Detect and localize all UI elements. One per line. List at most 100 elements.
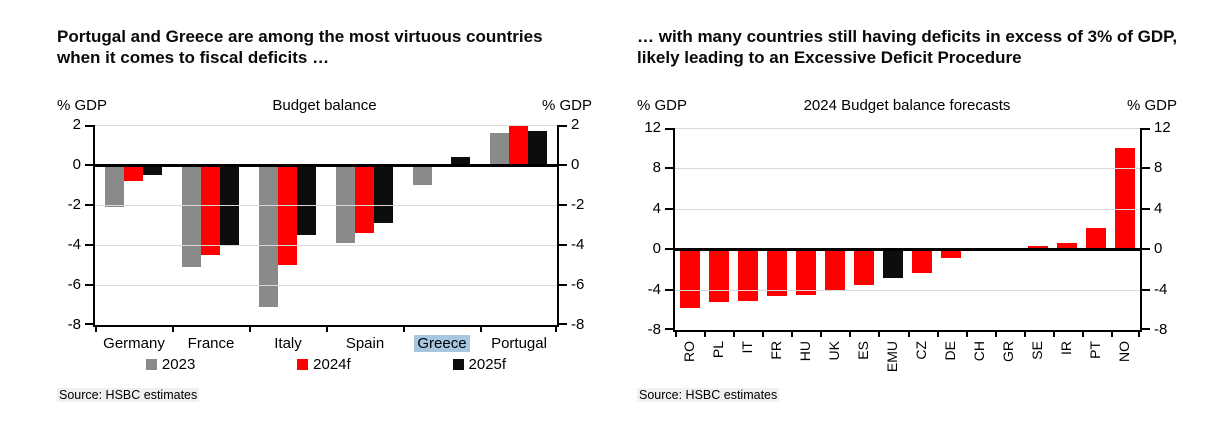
x-axis-tick [555,325,557,332]
legend-label-2024f: 2024f [313,356,351,373]
left-chart-header: % GDP Budget balance % GDP [57,97,592,114]
category-label-NO: NO [1116,341,1132,362]
y-tick-right [1142,208,1150,210]
left-panel-heading: Portugal and Greece are among the most v… [57,27,543,67]
bar-DE [941,249,961,258]
y-tick-left [665,289,673,291]
category-label-text: Italy [274,335,302,352]
category-label-IT: IT [739,341,755,354]
y-tick-right [559,164,567,166]
category-label-Portugal: Portugal [474,335,564,352]
x-axis-tick [995,330,997,337]
legend-label-2025f: 2025f [468,356,507,373]
category-label-text: France [187,335,235,352]
y-tick-right [559,284,567,286]
category-label-France: France [166,335,256,352]
category-label-ES: ES [855,341,871,360]
y-tick-right [1142,328,1150,330]
category-label-CZ: CZ [913,341,929,360]
bar-PL [709,249,729,302]
y-axis-label-right: -4 [571,236,585,253]
bar-ES [854,249,874,285]
gridline-12 [675,128,1140,129]
x-axis-tick [249,325,251,332]
y-axis-label-left: 0 [72,156,81,173]
bar-France-2024f [201,165,220,255]
category-label-DE: DE [942,341,958,361]
y-axis-label-right: -8 [571,316,585,333]
right-chart-left-axis-unit: % GDP [637,97,688,114]
y-tick-left [85,125,93,127]
bar-Greece-2023 [413,165,432,185]
category-label-text: Portugal [491,335,547,352]
bar-Spain-2023 [336,165,355,243]
bar-France-2023 [182,165,201,267]
y-axis-label-left: -6 [67,276,81,293]
y-tick-left [665,328,673,330]
left-source: Source: HSBC estimates [57,387,200,403]
y-axis-label-right: 8 [1154,159,1163,176]
bar-HU [796,249,816,295]
category-label-PL: PL [710,341,726,359]
x-axis-tick [937,330,939,337]
y-tick-left [85,284,93,286]
y-axis-label-left: -8 [67,316,81,333]
x-axis-tick [820,330,822,337]
y-axis-label-right: 0 [571,156,580,173]
x-axis-tick [1082,330,1084,337]
y-axis-label-left: -4 [647,281,661,298]
y-axis-label-right: 0 [1154,240,1163,257]
y-axis-label-left: 8 [652,159,661,176]
x-axis-tick [849,330,851,337]
y-tick-right [1142,167,1150,169]
y-tick-left [85,244,93,246]
y-axis-label-right: -8 [1154,321,1168,338]
y-axis-label-left: -4 [67,236,81,253]
category-label-SE: SE [1029,341,1045,360]
category-label-text: Spain [345,335,385,352]
bar-Portugal-2023 [490,133,509,165]
category-label-GR: GR [1000,341,1016,362]
right-panel-heading: … with many countries still having defic… [637,27,1178,67]
x-axis-tick [675,330,677,337]
bar-FR [767,249,787,296]
x-axis-tick [480,325,482,332]
right-chart-title: 2024 Budget balance forecasts [803,97,1011,114]
bar-Germany-2023 [105,165,124,207]
bar-Germany-2024f [124,165,143,181]
right-plot-area: 12 12 8 8 4 4 0 0 -4 -4 -8 -8 RO PL IT FR HU UK ES EMU CZ DE C… [644,119,1170,372]
bar-Portugal-2025f [528,131,547,165]
left-chart-legend: 2023 2024f 2025f [95,356,557,373]
bar-EMU [883,249,903,278]
y-axis-label-left: -2 [67,196,81,213]
y-tick-left [665,167,673,169]
y-tick-right [559,125,567,127]
y-tick-left [85,204,93,206]
category-label-HU: HU [797,341,813,362]
legend-swatch-2025f [452,359,464,370]
y-axis-label-left: 2 [72,116,81,133]
bar-IR [1057,243,1077,249]
category-label-Italy: Italy [243,335,333,352]
bar-Spain-2024f [355,165,374,233]
category-label-PT: PT [1087,341,1103,359]
bar-IT [738,249,758,301]
bar-RO [680,249,700,308]
bar-PT [1086,228,1106,249]
gridline--4 [95,245,557,246]
category-label-Greece: Greece [397,335,487,352]
category-label-RO: RO [681,341,697,362]
y-axis-label-left: 12 [644,119,661,136]
category-label-CH: CH [971,341,987,362]
y-tick-left [85,323,93,325]
gridline--6 [95,285,557,286]
x-axis-tick [791,330,793,337]
bar-Germany-2025f [143,165,162,175]
x-axis-tick [403,325,405,332]
bar-Italy-2023 [259,165,278,307]
bar-SE [1028,246,1048,249]
y-tick-right [559,244,567,246]
x-axis-tick [1053,330,1055,337]
left-chart-title: Budget balance [272,97,377,114]
legend-item-2023: 2023 [145,356,195,373]
